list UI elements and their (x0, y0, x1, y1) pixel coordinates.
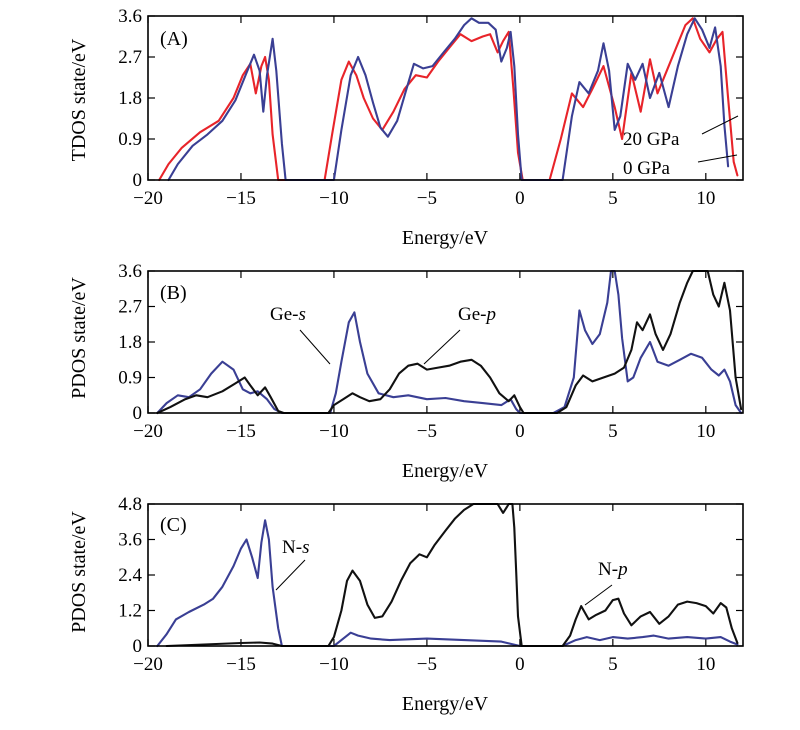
x-tick-label: −20 (133, 421, 163, 442)
panel-c-tag: (C) (160, 514, 187, 536)
panel-c-n-pdos: PDOS state/eV 01.22.43.64.8 −20 −15 −10 −5 0… (68, 494, 744, 715)
x-tick-label: −15 (226, 654, 256, 675)
annotation-0gpa: 0 GPa (623, 158, 671, 179)
y-tick-label: 4.8 (118, 494, 142, 515)
annotation-20gpa-leader (701, 115, 739, 135)
x-tick-label: 5 (608, 421, 618, 442)
y-tick-label: 3.6 (118, 530, 142, 551)
annotation-n-s-text: N- (282, 537, 302, 558)
annotation-ge-p-leader (423, 329, 461, 365)
panel-c-xticks: −20 −15 −10 −5 0 5 10 (133, 504, 715, 675)
panel-b-tag: (B) (160, 282, 187, 304)
x-tick-label: 5 (608, 654, 618, 675)
y-tick-label: 0 (133, 170, 143, 191)
y-tick-label: 2.4 (118, 565, 142, 586)
x-tick-label: −5 (417, 188, 437, 209)
y-tick-label: 3.6 (118, 261, 142, 282)
annotation-ge-p: Ge-p (458, 304, 496, 325)
panel-c-yticks: 0 1.2 2.4 3.6 4.8 (118, 494, 743, 657)
y-tick-label: 1.8 (118, 332, 142, 353)
panel-a-curves (158, 17, 739, 182)
y-tick-label: 1.8 (118, 88, 142, 109)
x-tick-label: −20 (133, 654, 163, 675)
x-tick-label: 0 (515, 421, 525, 442)
x-tick-label: 5 (608, 188, 618, 209)
x-tick-label: 10 (696, 654, 715, 675)
y-tick-label: 2.7 (118, 47, 142, 68)
panel-a-tag: (A) (160, 28, 188, 50)
panel-b-xticks: −20 −15 −10 −5 0 5 10 (133, 271, 715, 442)
annotation-ge-s-text: Ge- (270, 304, 298, 325)
annotation-ge-p-text: Ge- (458, 304, 486, 325)
annotation-20gpa: 20 GPa (623, 129, 680, 150)
x-tick-label: −20 (133, 188, 163, 209)
orbital-letter: p (616, 559, 628, 580)
series-n-p-line (165, 502, 739, 648)
panel-a-ylabel: TDOS state/eV (68, 38, 90, 161)
panel-b-ge-pdos: PDOS state/eV 00.91.82.73.6 −20 −15 −10 −5 0… (68, 261, 744, 482)
annotation-0gpa-leader (697, 154, 738, 163)
annotation-n-p-text: N- (598, 559, 618, 580)
y-tick-label: 0 (133, 636, 143, 657)
x-tick-label: −10 (319, 421, 349, 442)
y-tick-label: 0.9 (118, 368, 142, 389)
panel-c-xlabel: Energy/eV (402, 693, 489, 715)
orbital-letter: p (484, 304, 496, 325)
y-tick-label: 0.9 (118, 129, 142, 150)
x-tick-label: 10 (696, 188, 715, 209)
y-tick-label: 1.2 (118, 601, 142, 622)
annotation-n-p-leader (584, 584, 613, 606)
panel-a-xticks: −20 −15 −10 −5 0 5 10 (133, 16, 715, 209)
panel-b-xlabel: Energy/eV (402, 460, 489, 482)
series-ge-s-line (156, 269, 743, 415)
series-ge-p-line (156, 269, 743, 415)
panel-b-frame (147, 270, 744, 414)
panel-b-yticks: 0 0.9 1.8 2.7 3.6 (118, 261, 743, 424)
annotation-n-s: N-s (282, 537, 309, 558)
annotation-ge-s-leader (299, 329, 331, 365)
orbital-letter: s (302, 537, 309, 558)
x-tick-label: −10 (319, 188, 349, 209)
panel-a-yticks: 0 0.9 1.8 2.7 3.6 (118, 6, 743, 191)
orbital-letter: s (298, 304, 305, 325)
x-tick-label: 0 (515, 188, 525, 209)
annotation-ge-s: Ge-s (270, 304, 306, 325)
series-20-gpa-line (158, 17, 739, 182)
panel-c-curves (156, 502, 739, 648)
y-tick-label: 3.6 (118, 6, 142, 27)
panel-b-curves (156, 269, 743, 415)
panel-a-tdos: TDOS state/eV 00.91.82.73.6 −20 −15 −10 −5 0… (68, 6, 744, 249)
series-0-gpa-line (167, 17, 730, 182)
series-n-s-line (156, 519, 739, 648)
x-tick-label: 10 (696, 421, 715, 442)
x-tick-label: −5 (417, 421, 437, 442)
panel-b-ylabel: PDOS state/eV (68, 277, 90, 399)
x-tick-label: −10 (319, 654, 349, 675)
panel-c-frame (147, 503, 744, 647)
y-tick-label: 0 (133, 403, 143, 424)
annotation-n-p: N-p (598, 559, 628, 580)
y-tick-label: 2.7 (118, 297, 142, 318)
x-tick-label: −15 (226, 421, 256, 442)
panel-a-xlabel: Energy/eV (402, 227, 489, 249)
panel-c-ylabel: PDOS state/eV (68, 511, 90, 633)
annotation-n-s-leader (275, 559, 306, 591)
x-tick-label: 0 (515, 654, 525, 675)
x-tick-label: −15 (226, 188, 256, 209)
panel-a-frame (147, 15, 744, 181)
x-tick-label: −5 (417, 654, 437, 675)
